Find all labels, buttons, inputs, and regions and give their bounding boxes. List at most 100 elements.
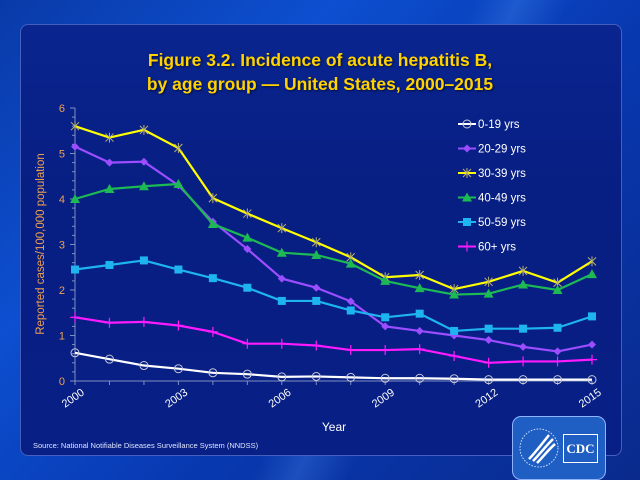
x-tick-label: 2006 xyxy=(267,387,294,411)
legend-item-40-49-yrs: 40-49 yrs xyxy=(458,192,526,205)
series-line-40-49-yrs xyxy=(74,182,593,296)
data-point-0-19-yrs xyxy=(104,354,114,364)
data-point-60plus-yrs xyxy=(449,350,460,361)
data-point-40-49-yrs xyxy=(449,289,460,299)
x-axis-label: Year xyxy=(322,420,346,434)
data-point-50-59-yrs xyxy=(346,306,355,315)
data-point-50-59-yrs xyxy=(208,274,217,283)
data-point-50-59-yrs xyxy=(553,323,562,332)
data-point-50-59-yrs xyxy=(139,256,148,265)
y-tick-label: 0 xyxy=(59,376,65,388)
legend-label: 0-19 yrs xyxy=(478,119,520,131)
legend-item-30-39-yrs: 30-39 yrs xyxy=(458,168,526,180)
data-point-40-49-yrs xyxy=(276,247,287,257)
data-point-30-39-yrs xyxy=(277,223,287,234)
data-point-50-59-yrs xyxy=(174,265,183,274)
source-note: Source: National Notifiable Diseases Sur… xyxy=(33,441,259,450)
data-point-60plus-yrs xyxy=(276,338,287,349)
y-tick-label: 3 xyxy=(59,240,65,252)
data-point-40-49-yrs xyxy=(518,279,529,289)
data-point-40-49-yrs xyxy=(414,283,425,293)
hhs-eagle-icon xyxy=(519,428,559,468)
data-point-0-19-yrs xyxy=(208,368,218,378)
series-20-29-yrs xyxy=(71,142,596,356)
data-point-30-39-yrs xyxy=(484,276,493,287)
data-point-60plus-yrs xyxy=(173,320,184,331)
data-point-60plus-yrs xyxy=(587,354,597,365)
data-point-40-49-yrs xyxy=(345,258,356,268)
x-tick-label: 2012 xyxy=(473,387,500,411)
data-point-50-59-yrs xyxy=(105,260,114,269)
legend-label: 60+ yrs xyxy=(478,242,516,254)
data-point-20-29-yrs xyxy=(139,157,148,166)
legend-marker xyxy=(462,119,472,129)
data-point-30-39-yrs xyxy=(139,124,149,135)
data-point-30-39-yrs xyxy=(242,208,252,219)
data-point-40-49-yrs xyxy=(242,232,253,242)
data-point-60plus-yrs xyxy=(104,317,115,328)
data-point-60plus-yrs xyxy=(242,338,253,349)
data-point-40-49-yrs xyxy=(104,183,115,193)
chart-panel xyxy=(20,24,622,456)
data-point-60plus-yrs xyxy=(380,345,391,356)
series-50-59-yrs xyxy=(71,256,596,335)
data-point-50-59-yrs xyxy=(277,296,286,305)
data-point-30-39-yrs xyxy=(415,269,425,280)
data-point-50-59-yrs xyxy=(519,324,528,333)
data-point-20-29-yrs xyxy=(484,336,493,345)
data-point-40-49-yrs xyxy=(207,219,218,229)
data-point-40-49-yrs xyxy=(552,285,563,294)
data-point-30-39-yrs xyxy=(208,193,218,204)
series-line-30-39-yrs xyxy=(74,125,593,291)
data-point-40-49-yrs xyxy=(311,249,322,259)
data-point-60plus-yrs xyxy=(138,316,149,327)
series-line-0-19-yrs xyxy=(74,351,592,381)
legend-item-20-29-yrs: 20-29 yrs xyxy=(458,144,526,156)
series-60plus-yrs xyxy=(70,312,597,368)
y-tick-label: 2 xyxy=(59,285,65,297)
chart-title-line-1: Figure 3.2. Incidence of acute hepatitis… xyxy=(147,50,493,70)
y-tick-label: 4 xyxy=(59,194,65,206)
data-point-30-39-yrs xyxy=(105,132,114,143)
data-point-0-19-yrs xyxy=(311,371,321,381)
data-point-60plus-yrs xyxy=(483,357,494,368)
data-point-50-59-yrs xyxy=(312,296,321,305)
data-point-0-19-yrs xyxy=(173,364,183,374)
data-point-40-49-yrs xyxy=(380,275,391,285)
data-point-60plus-yrs xyxy=(518,356,529,367)
chart-title-line-2: by age group — United States, 2000–2015 xyxy=(146,74,494,94)
data-point-0-19-yrs xyxy=(70,348,80,358)
legend-label: 20-29 yrs xyxy=(478,144,526,156)
data-point-50-59-yrs xyxy=(484,324,493,333)
legend-marker xyxy=(462,168,472,178)
data-point-40-49-yrs xyxy=(483,288,494,298)
legend-label: 50-59 yrs xyxy=(478,217,526,229)
data-point-0-19-yrs xyxy=(553,375,563,385)
data-point-50-59-yrs xyxy=(588,312,596,321)
data-point-60plus-yrs xyxy=(414,344,425,355)
data-point-60plus-yrs xyxy=(345,345,356,356)
legend-item-0-19-yrs: 0-19 yrs xyxy=(458,119,520,131)
legend-marker xyxy=(463,218,471,226)
x-tick-label: 2003 xyxy=(163,387,190,411)
series-line-20-29-yrs xyxy=(74,145,593,353)
data-point-50-59-yrs xyxy=(415,309,424,318)
data-point-40-49-yrs xyxy=(173,178,184,188)
data-point-0-19-yrs xyxy=(587,375,597,385)
data-point-60plus-yrs xyxy=(311,340,322,351)
data-point-0-19-yrs xyxy=(139,361,149,371)
data-point-0-19-yrs xyxy=(484,375,494,385)
data-point-0-19-yrs xyxy=(380,373,390,383)
data-point-20-29-yrs xyxy=(71,142,79,151)
data-point-0-19-yrs xyxy=(277,372,287,382)
data-point-20-29-yrs xyxy=(519,342,528,351)
data-point-20-29-yrs xyxy=(277,274,286,283)
series-0-19-yrs xyxy=(70,348,597,385)
data-point-30-39-yrs xyxy=(518,265,528,276)
data-point-30-39-yrs xyxy=(587,256,597,267)
cdc-logo-text: CDC xyxy=(563,434,598,463)
data-point-0-19-yrs xyxy=(415,373,425,383)
data-point-40-49-yrs xyxy=(587,269,597,279)
y-tick-label: 5 xyxy=(59,149,65,161)
legend-marker xyxy=(462,192,472,202)
